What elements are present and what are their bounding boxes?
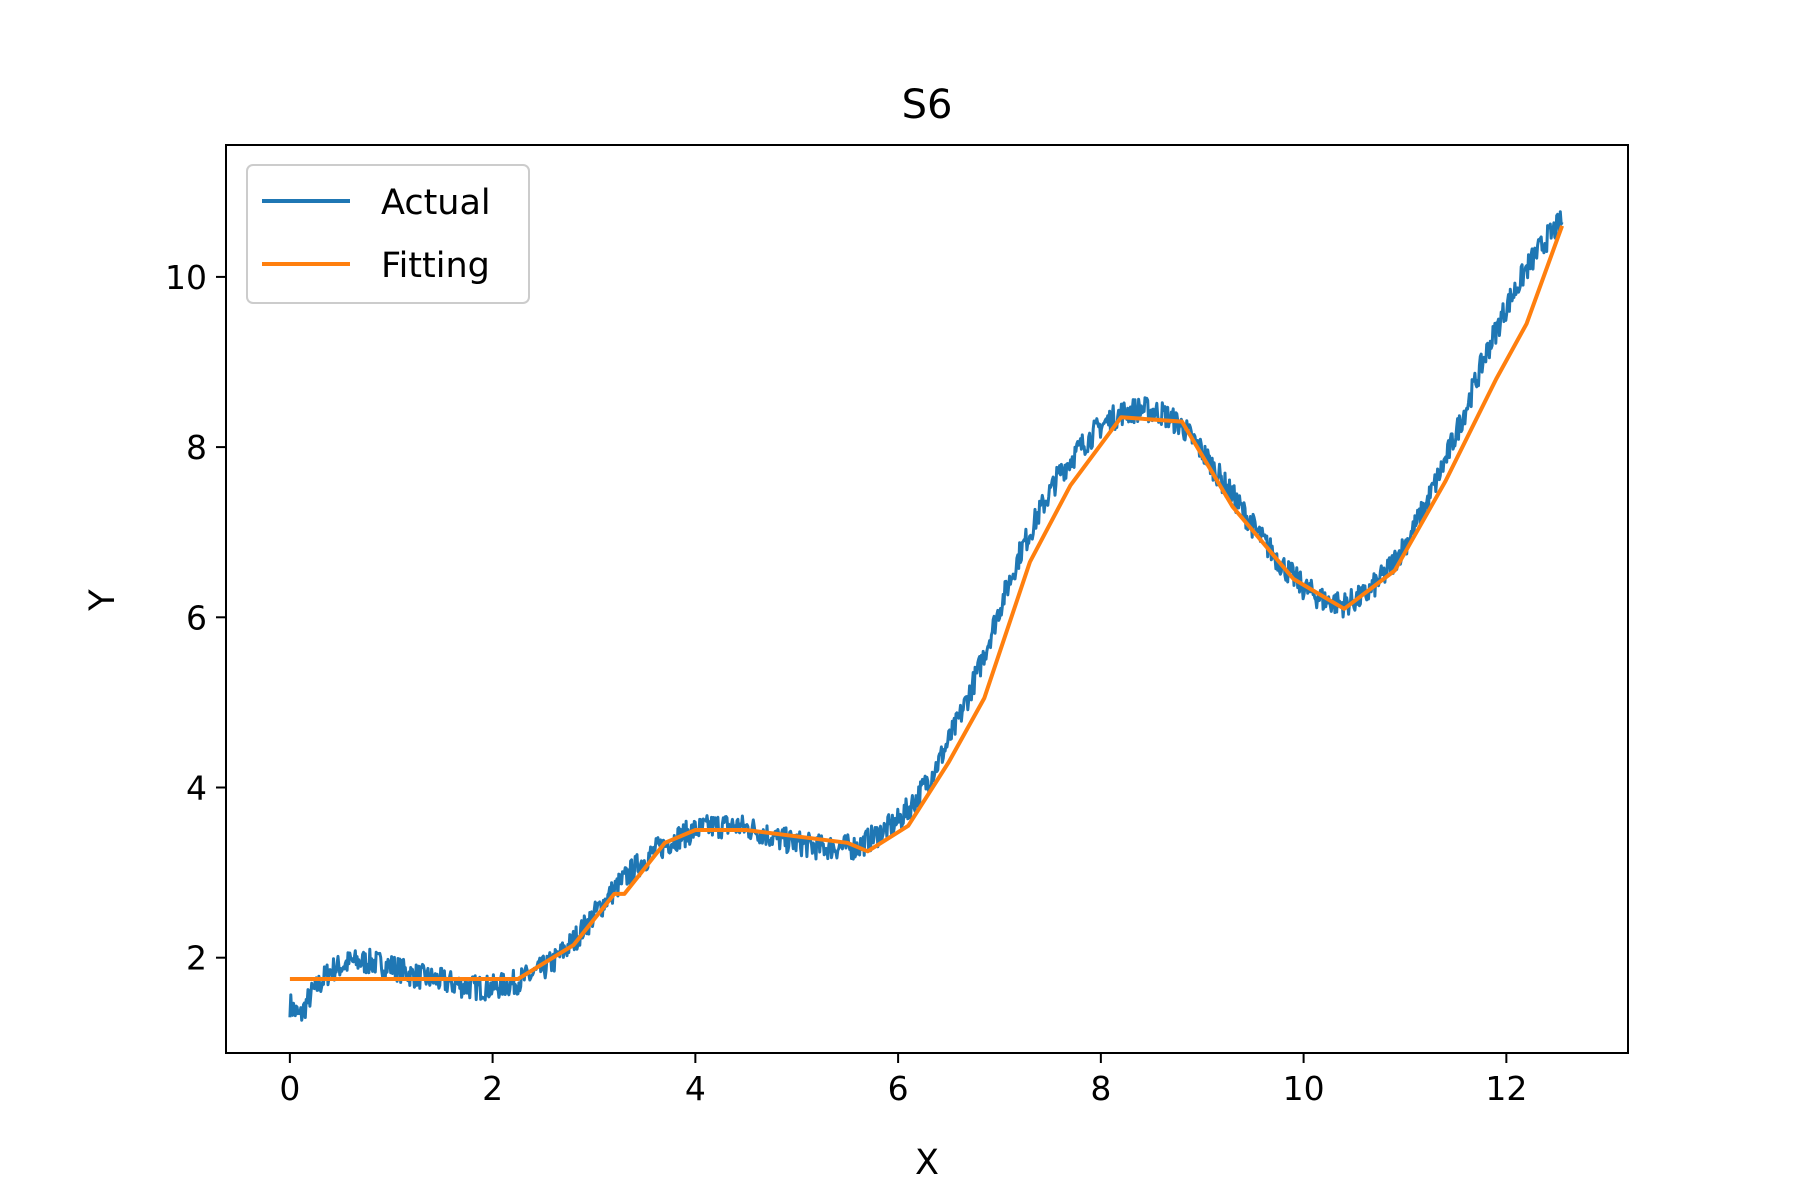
- legend-label-fitting: Fitting: [381, 246, 490, 286]
- x-tick-label: 0: [279, 1069, 300, 1108]
- x-tick-label: 8: [1090, 1069, 1111, 1108]
- y-tick-label: 2: [186, 939, 207, 978]
- legend-label-actual: Actual: [381, 183, 491, 223]
- y-axis-label: Y: [83, 589, 123, 612]
- plot-area: [225, 144, 1629, 1054]
- x-axis-ticks: 0 2 4 6 8 10 12: [279, 1053, 1527, 1108]
- axes-frame: [225, 144, 1629, 1054]
- y-tick-label: 6: [186, 598, 207, 637]
- legend: Actual Fitting: [246, 164, 530, 304]
- x-tick-label: 6: [888, 1069, 909, 1108]
- chart-title: S6: [902, 82, 953, 128]
- y-tick-label: 10: [165, 258, 207, 297]
- series-layer: [288, 210, 1564, 1022]
- series-line-fitting: [289, 225, 1564, 981]
- x-axis-label: X: [915, 1143, 939, 1183]
- x-tick-label: 10: [1283, 1069, 1325, 1108]
- x-tick-label: 2: [482, 1069, 503, 1108]
- y-tick-label: 4: [186, 768, 207, 807]
- y-tick-label: 8: [186, 428, 207, 467]
- x-tick-label: 12: [1485, 1069, 1527, 1108]
- x-tick-label: 4: [685, 1069, 706, 1108]
- y-axis-ticks: 2 4 6 8 10: [165, 258, 226, 978]
